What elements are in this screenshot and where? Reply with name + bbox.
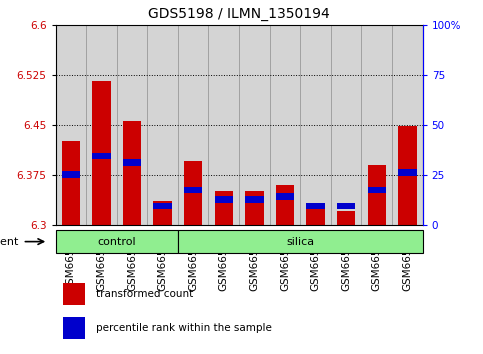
FancyBboxPatch shape <box>178 230 423 253</box>
Bar <box>62 142 80 225</box>
FancyBboxPatch shape <box>56 230 178 253</box>
Bar <box>184 187 202 193</box>
Text: silica: silica <box>286 236 314 247</box>
Bar <box>154 203 172 210</box>
Text: agent: agent <box>0 236 19 247</box>
Text: transformed count: transformed count <box>96 289 193 299</box>
Bar <box>92 153 111 159</box>
Bar <box>214 196 233 203</box>
Bar <box>337 203 355 210</box>
Bar <box>92 81 111 225</box>
Bar <box>117 25 147 225</box>
Bar <box>306 205 325 225</box>
Bar <box>62 171 80 178</box>
Bar <box>147 25 178 225</box>
Bar <box>306 203 325 210</box>
Bar <box>337 211 355 225</box>
Title: GDS5198 / ILMN_1350194: GDS5198 / ILMN_1350194 <box>148 7 330 21</box>
Bar <box>214 192 233 225</box>
Bar <box>245 196 264 203</box>
Bar <box>178 25 209 225</box>
Bar <box>276 185 294 225</box>
Bar <box>63 317 85 339</box>
Bar <box>331 25 361 225</box>
Text: control: control <box>98 236 136 247</box>
Bar <box>154 201 172 225</box>
Bar <box>368 165 386 225</box>
Bar <box>123 121 141 225</box>
Bar <box>392 25 423 225</box>
Bar <box>276 193 294 200</box>
Bar <box>361 25 392 225</box>
Bar <box>245 192 264 225</box>
Bar <box>398 126 416 225</box>
Bar <box>209 25 239 225</box>
Bar <box>86 25 117 225</box>
Bar <box>56 25 86 225</box>
Bar <box>398 170 416 176</box>
Bar <box>300 25 331 225</box>
Bar <box>184 161 202 225</box>
Bar <box>239 25 270 225</box>
Bar <box>368 187 386 193</box>
Bar <box>270 25 300 225</box>
Bar <box>123 159 141 166</box>
Text: percentile rank within the sample: percentile rank within the sample <box>96 323 272 333</box>
Bar <box>63 284 85 305</box>
